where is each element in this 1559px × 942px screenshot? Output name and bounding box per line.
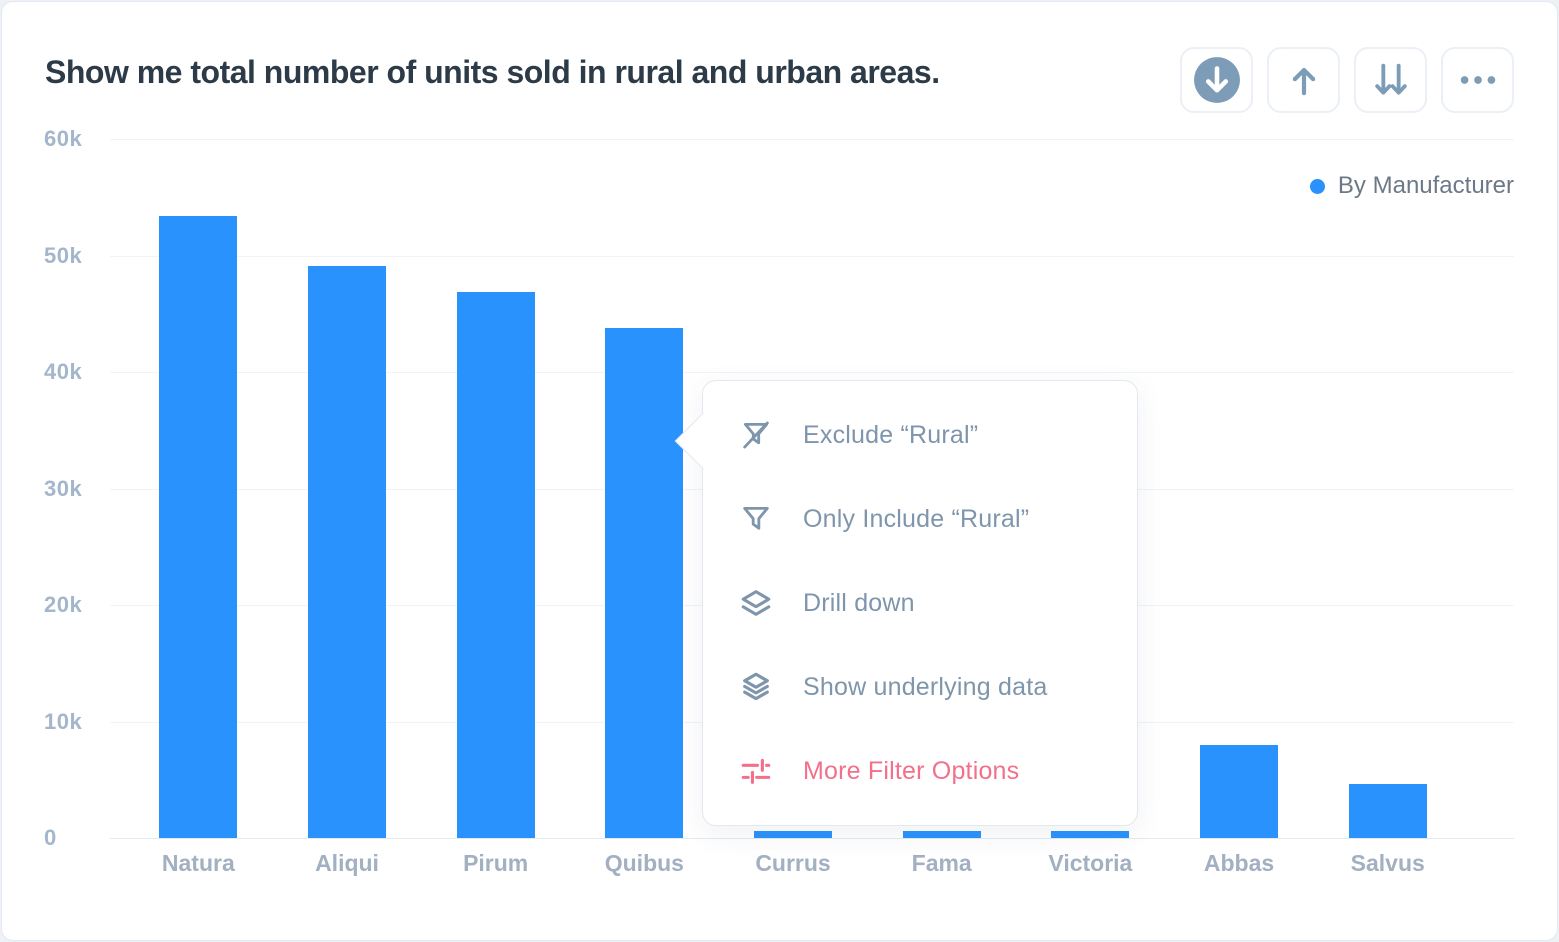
legend[interactable]: By Manufacturer bbox=[1309, 172, 1514, 200]
bar-quibus[interactable] bbox=[605, 327, 684, 838]
upvote-button[interactable] bbox=[1267, 47, 1340, 113]
filter-sliders-icon bbox=[739, 754, 773, 788]
y-tick-30k: 30k bbox=[44, 475, 83, 501]
bar-victoria[interactable] bbox=[1051, 831, 1130, 838]
bar-aliqui[interactable] bbox=[308, 266, 386, 838]
legend-label: By Manufacturer bbox=[1337, 172, 1514, 199]
gridline-40k bbox=[110, 372, 1514, 373]
bar-abbas[interactable] bbox=[1200, 744, 1279, 838]
x-label-abbas: Abbas bbox=[1203, 850, 1275, 876]
bar-pirum[interactable] bbox=[456, 291, 535, 838]
gridline-0 bbox=[110, 838, 1514, 839]
bar-slot bbox=[273, 139, 422, 838]
gridline-60k bbox=[110, 139, 1514, 140]
y-tick-40k: 40k bbox=[44, 359, 83, 384]
bar-slot bbox=[1016, 139, 1165, 838]
bar-fama[interactable] bbox=[902, 831, 981, 838]
bar-slot bbox=[867, 139, 1016, 838]
bar-slot bbox=[719, 139, 868, 838]
x-axis-labels: Natura Aliqui Pirum Quibus Currus Fama Victori… bbox=[124, 850, 1462, 877]
y-tick-10k: 10k bbox=[44, 708, 83, 734]
menu-item-label: Show underlying data bbox=[803, 672, 1048, 701]
bar-salvus[interactable] bbox=[1348, 784, 1427, 838]
x-label-pirum: Pirum bbox=[463, 850, 529, 876]
filter-slash-icon bbox=[739, 418, 773, 452]
page-title: Show me total number of units sold in ru… bbox=[45, 54, 940, 90]
bar-slot bbox=[421, 139, 570, 838]
menu-item-exclude-rural[interactable]: Exclude “Rural” bbox=[703, 418, 1137, 452]
drill-down-layers-icon bbox=[739, 586, 773, 620]
bar-slot bbox=[1165, 139, 1314, 838]
bar-slot bbox=[124, 139, 273, 838]
menu-item-drill-down[interactable]: Drill down bbox=[703, 586, 1137, 620]
circle-down-arrow-icon bbox=[1192, 55, 1242, 105]
bar-slot bbox=[1313, 139, 1462, 838]
up-arrow-icon bbox=[1283, 59, 1325, 101]
more-options-button[interactable] bbox=[1441, 47, 1514, 113]
bar-natura[interactable] bbox=[159, 215, 238, 838]
menu-item-show-underlying-data[interactable]: Show underlying data bbox=[703, 670, 1137, 704]
x-label-aliqui: Aliqui bbox=[315, 850, 379, 876]
menu-item-label: Drill down bbox=[803, 588, 915, 617]
x-label-quibus: Quibus bbox=[604, 850, 684, 876]
menu-item-more-filter-options[interactable]: More Filter Options bbox=[703, 754, 1137, 788]
downvote-button[interactable] bbox=[1354, 47, 1427, 113]
bars bbox=[124, 139, 1462, 838]
x-label-victoria: Victoria bbox=[1048, 850, 1133, 876]
menu-item-label: Exclude “Rural” bbox=[803, 420, 979, 449]
x-label-fama: Fama bbox=[911, 850, 972, 876]
menu-item-label: More Filter Options bbox=[803, 756, 1020, 785]
bar-slot bbox=[570, 139, 719, 838]
menu-item-only-include-rural[interactable]: Only Include “Rural” bbox=[703, 502, 1137, 536]
x-label-currus: Currus bbox=[755, 850, 831, 876]
y-tick-0: 0 bbox=[44, 825, 57, 850]
double-down-arrow-icon bbox=[1368, 57, 1414, 103]
y-tick-20k: 20k bbox=[44, 592, 83, 617]
bar-currus[interactable] bbox=[754, 831, 833, 838]
x-label-natura: Natura bbox=[161, 850, 235, 876]
stacked-layers-icon bbox=[739, 670, 773, 704]
y-tick-60k: 60k bbox=[44, 126, 83, 151]
x-label-salvus: Salvus bbox=[1350, 850, 1425, 876]
ellipsis-icon bbox=[1455, 57, 1501, 103]
context-menu: Exclude “Rural” Only Include “Rural” Drill… bbox=[674, 380, 1138, 826]
legend-dot-icon bbox=[1309, 178, 1325, 194]
menu-item-label: Only Include “Rural” bbox=[803, 504, 1030, 533]
filter-icon bbox=[739, 502, 773, 536]
toolbar bbox=[1180, 47, 1514, 113]
gridline-50k bbox=[110, 255, 1514, 257]
download-button[interactable] bbox=[1180, 47, 1253, 113]
y-tick-50k: 50k bbox=[44, 242, 83, 268]
